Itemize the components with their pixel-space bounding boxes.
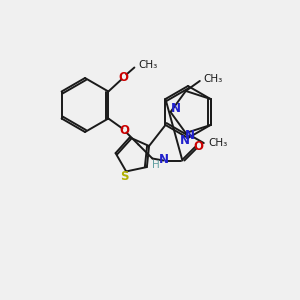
- Text: O: O: [118, 71, 128, 84]
- Text: N: N: [170, 101, 181, 115]
- Text: N: N: [158, 153, 168, 166]
- Text: N: N: [185, 128, 195, 142]
- Text: O: O: [194, 140, 203, 153]
- Text: CH₃: CH₃: [204, 74, 223, 84]
- Text: H: H: [152, 160, 159, 170]
- Text: CH₃: CH₃: [138, 61, 158, 70]
- Text: N: N: [180, 134, 190, 148]
- Text: O: O: [119, 124, 129, 137]
- Text: S: S: [120, 170, 128, 183]
- Text: CH₃: CH₃: [209, 138, 228, 148]
